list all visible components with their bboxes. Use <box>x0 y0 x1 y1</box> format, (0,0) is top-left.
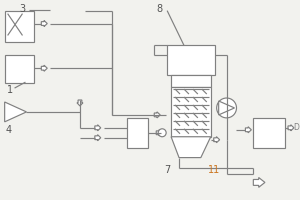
Text: 3: 3 <box>20 4 26 14</box>
Circle shape <box>217 98 236 118</box>
Text: 4: 4 <box>6 125 12 135</box>
Polygon shape <box>219 101 235 115</box>
Polygon shape <box>288 125 294 131</box>
Bar <box>167 45 215 75</box>
Polygon shape <box>77 100 83 106</box>
Bar <box>127 118 148 148</box>
Bar <box>171 75 211 87</box>
Bar <box>5 11 34 42</box>
Bar <box>171 87 211 137</box>
Text: 11: 11 <box>208 165 220 175</box>
Polygon shape <box>253 178 265 187</box>
Circle shape <box>158 129 166 137</box>
Polygon shape <box>95 125 101 131</box>
Text: 1: 1 <box>7 85 13 95</box>
Text: D: D <box>293 123 299 132</box>
Text: 7: 7 <box>164 165 170 175</box>
Polygon shape <box>171 137 211 158</box>
Polygon shape <box>156 130 162 136</box>
Polygon shape <box>214 137 220 143</box>
Polygon shape <box>41 21 47 27</box>
Polygon shape <box>154 112 160 118</box>
Bar <box>253 118 285 148</box>
Polygon shape <box>95 135 101 141</box>
Text: 8: 8 <box>156 4 162 14</box>
Bar <box>5 55 34 83</box>
Polygon shape <box>41 65 47 71</box>
Polygon shape <box>245 127 251 133</box>
Polygon shape <box>5 102 26 122</box>
